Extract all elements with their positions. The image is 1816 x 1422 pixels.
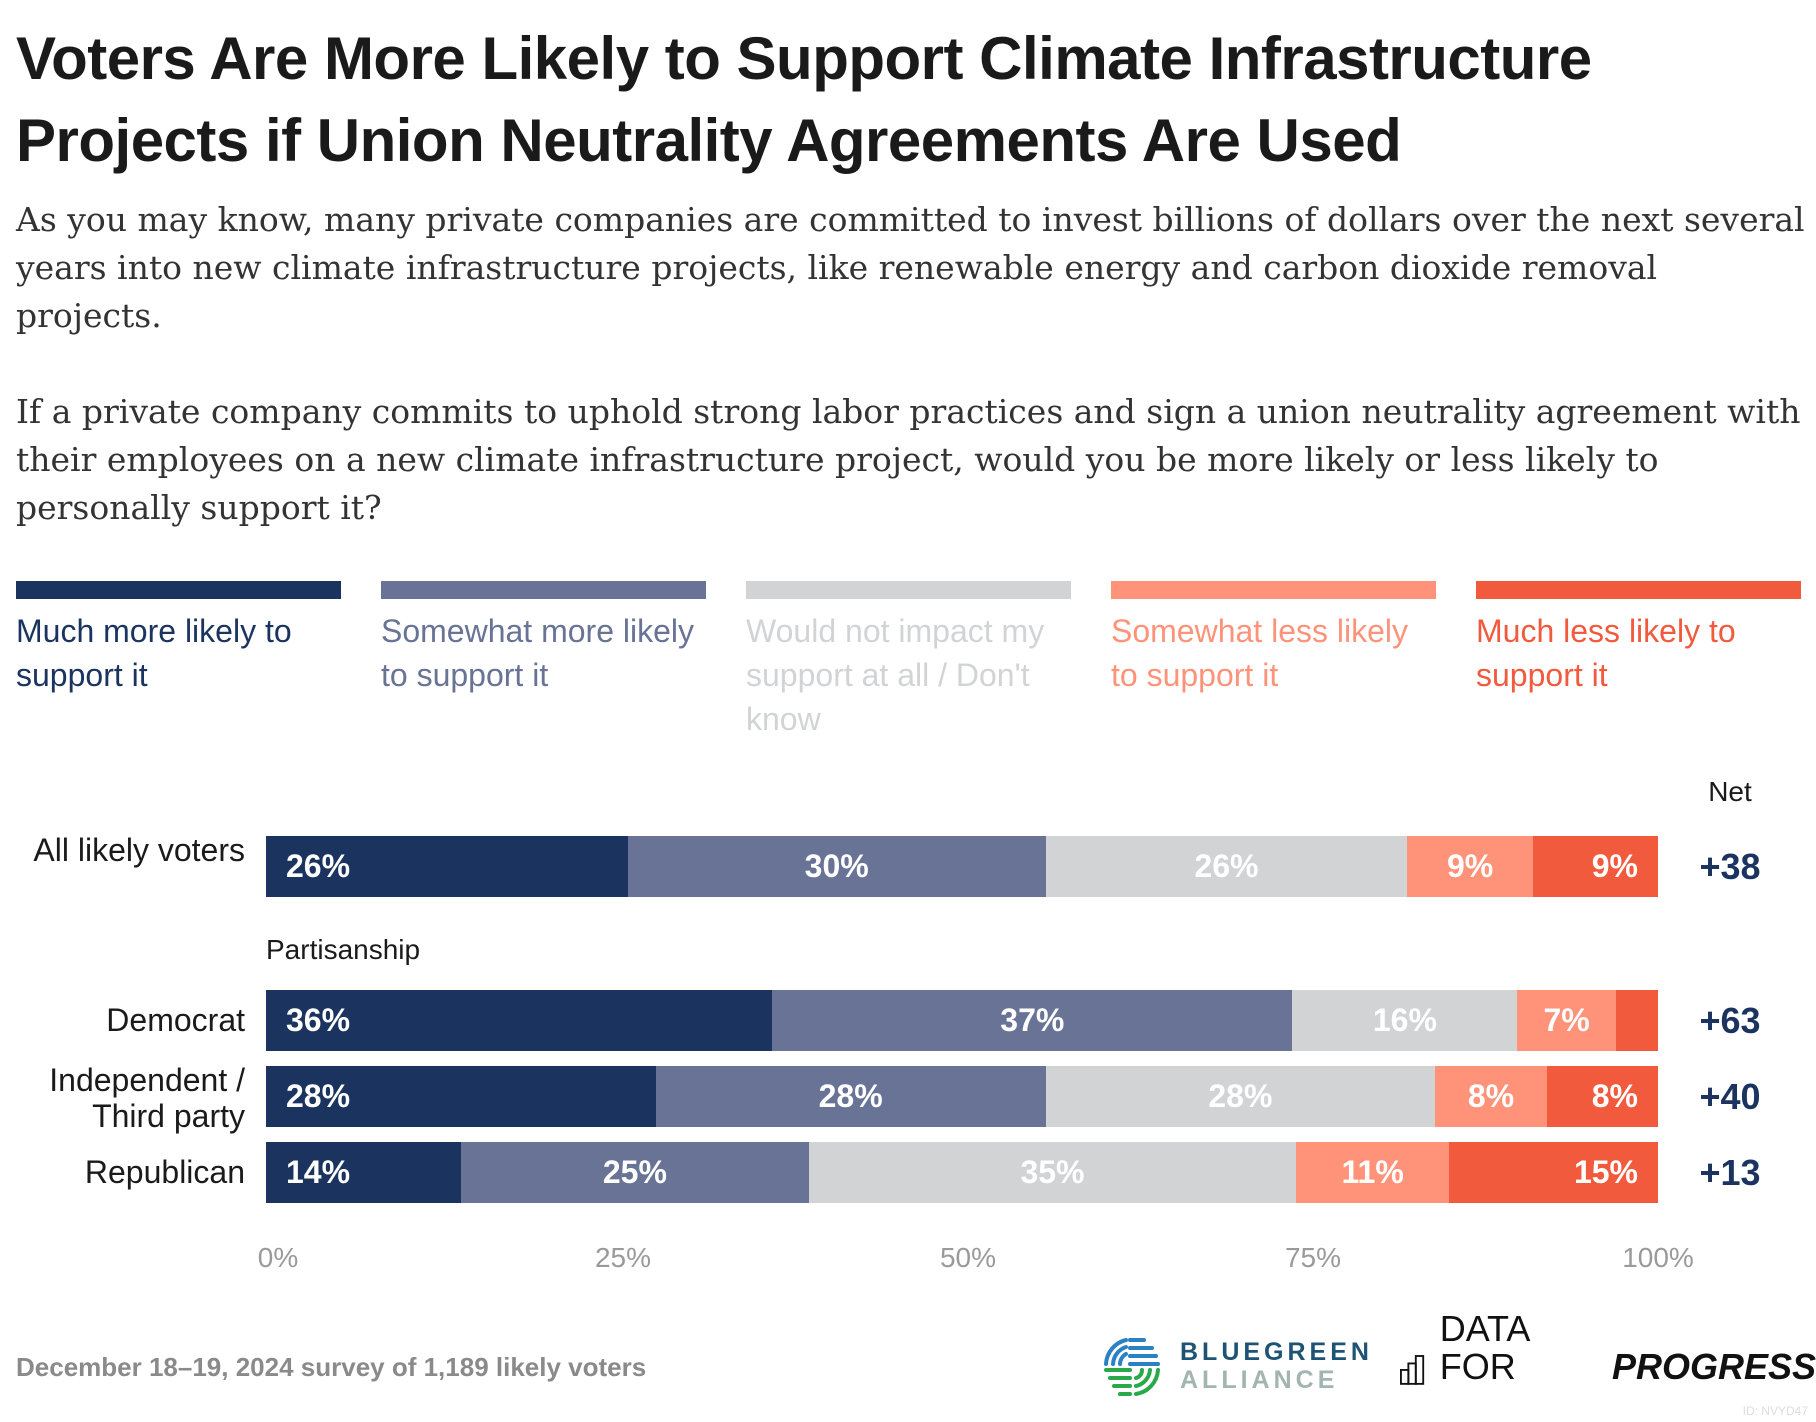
bar-segment: 7% (1517, 990, 1616, 1051)
data-label: 16% (1372, 1002, 1437, 1038)
data-label: 14% (286, 1154, 351, 1190)
bar-segment: 26% (266, 836, 628, 897)
legend-label: Much more likely to support it (16, 613, 292, 693)
bar-segment (1615, 990, 1658, 1051)
bar-segment: 9% (1532, 836, 1658, 897)
group-label: Partisanship (266, 934, 421, 965)
data-label: 9% (1591, 848, 1638, 884)
data-label: 26% (286, 848, 351, 884)
net-value: +40 (1699, 1076, 1761, 1117)
data-label: 37% (1000, 1002, 1065, 1038)
category-label: Democrat (106, 1002, 245, 1038)
bluegreen-mark-icon (1104, 1338, 1160, 1396)
data-label: 28% (1208, 1078, 1273, 1114)
logo-text: ALLIANCE (1180, 1366, 1339, 1394)
bar-segment: 14% (266, 1142, 461, 1203)
bar-segment: 16% (1292, 990, 1518, 1051)
chart-subtitle: As you may know, many private companies … (16, 196, 1806, 580)
category-label: All likely voters (33, 832, 245, 868)
legend-item: Much more likely to support it (16, 581, 341, 697)
bar-segment: 28% (266, 1066, 656, 1127)
bar-segment: 15% (1449, 1142, 1658, 1203)
x-tick-label: 75% (1284, 1242, 1342, 1273)
x-tick-label: 100% (1622, 1242, 1694, 1273)
legend-label: Much less likely to support it (1476, 613, 1736, 693)
data-label: 28% (286, 1078, 351, 1114)
bar-chart-icon (1400, 1355, 1425, 1385)
net-header: Net (1708, 776, 1752, 807)
bar-segment: 35% (808, 1142, 1297, 1203)
bar-segment: 37% (772, 990, 1293, 1051)
legend-swatch (1476, 581, 1801, 599)
bar-segment: 28% (1045, 1066, 1436, 1127)
bar-segment: 28% (655, 1066, 1046, 1127)
x-tick-label: 25% (594, 1242, 652, 1273)
legend-item: Somewhat more likely to support it (381, 581, 706, 697)
data-label: 30% (804, 848, 869, 884)
bar-segment: 9% (1407, 836, 1533, 897)
logo-text: PROGRESS (1611, 1346, 1816, 1387)
data-label: 9% (1446, 848, 1494, 884)
net-value: +38 (1699, 846, 1761, 887)
data-label: 7% (1543, 1002, 1590, 1038)
legend-item: Would not impact my support at all / Don… (746, 581, 1071, 741)
net-value: +13 (1699, 1152, 1761, 1193)
data-label: 25% (602, 1154, 667, 1190)
bar-segment: 8% (1546, 1066, 1658, 1127)
data-label: 8% (1467, 1078, 1515, 1114)
bar-segment: 36% (266, 990, 773, 1051)
subtitle-paragraph: As you may know, many private companies … (16, 200, 1805, 335)
legend-item: Much less likely to support it (1476, 581, 1801, 697)
x-tick-label: 0% (257, 1242, 299, 1273)
footer-source: December 18–19, 2024 survey of 1,189 lik… (16, 1352, 647, 1382)
data-label: 8% (1591, 1078, 1638, 1114)
x-tick-label: 50% (939, 1242, 997, 1273)
bluegreen-logo: BLUEGREEN ALLIANCE (1100, 1334, 1369, 1398)
bar-segment: 26% (1045, 836, 1408, 897)
bar-segment: 11% (1296, 1142, 1450, 1203)
legend-label: Somewhat more likely to support it (381, 613, 694, 693)
data-for-progress-logo: DATA FOR PROGRESS (1400, 1310, 1816, 1387)
legend-item: Somewhat less likely to support it (1111, 581, 1436, 697)
bar-segment: 30% (627, 836, 1046, 897)
chart-title: Voters Are More Likely to Support Climat… (16, 25, 1592, 174)
category-label: Independent / Third party (49, 1062, 245, 1134)
net-value: +63 (1699, 1000, 1761, 1041)
legend-swatch (381, 581, 706, 599)
legend-label: Somewhat less likely to support it (1111, 613, 1408, 693)
legend-swatch (746, 581, 1071, 599)
chart-id: ID: NVYD47 (1742, 1404, 1808, 1418)
data-label: 28% (818, 1078, 883, 1114)
legend-label: Would not impact my support at all / Don… (746, 613, 1045, 737)
legend-swatch (1111, 581, 1436, 599)
legend-swatch (16, 581, 341, 599)
bar-segment: 8% (1435, 1066, 1547, 1127)
data-label: 35% (1020, 1154, 1085, 1190)
category-label: Republican (84, 1154, 245, 1190)
logo-text: BLUEGREEN (1180, 1338, 1373, 1366)
logo-text: DATA FOR (1439, 1308, 1529, 1387)
subtitle-paragraph: If a private company commits to uphold s… (16, 392, 1801, 527)
data-label: 26% (1194, 848, 1259, 884)
bar-segment: 25% (460, 1142, 809, 1203)
data-label: 36% (286, 1002, 351, 1038)
data-label: 15% (1573, 1154, 1638, 1190)
data-label: 11% (1341, 1154, 1404, 1190)
